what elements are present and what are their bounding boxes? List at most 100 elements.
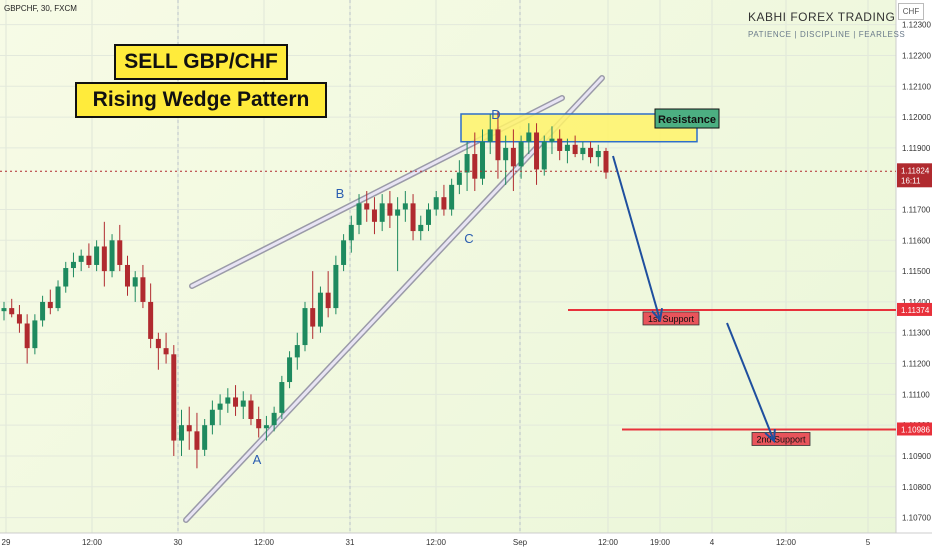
candle: [387, 191, 393, 228]
candle-body: [233, 397, 239, 407]
candle: [549, 126, 555, 155]
brand-name: KABHI FOREX TRADING: [748, 10, 896, 24]
candle-body: [410, 203, 416, 232]
candle-body: [364, 203, 370, 210]
y-tick-label: 1.12100: [902, 82, 931, 91]
y-tick-label: 1.12000: [902, 113, 931, 122]
x-tick-label: 31: [346, 538, 355, 547]
x-tick-label: 12:00: [426, 538, 447, 547]
candle: [395, 197, 401, 272]
y-tick-label: 1.10900: [902, 452, 931, 461]
symbol-header: GBPCHF, 30, FXCM: [4, 4, 77, 13]
candle-body: [209, 409, 215, 426]
brand-tagline: PATIENCE | DISCIPLINE | FEARLESS: [748, 30, 906, 39]
candle: [518, 135, 524, 179]
y-tick-label: 1.11300: [902, 329, 931, 338]
candle-body: [503, 147, 509, 161]
y-tick-label: 1.11600: [902, 236, 931, 245]
candle: [364, 191, 370, 222]
candle-body: [302, 308, 308, 346]
candle-body: [186, 425, 192, 432]
candle-body: [40, 301, 46, 321]
candle: [117, 224, 123, 272]
candle-body: [32, 320, 38, 349]
candle: [441, 184, 447, 216]
candle-body: [526, 132, 532, 142]
candle-body: [78, 255, 84, 262]
candle: [487, 113, 493, 155]
candle-body: [557, 138, 563, 151]
candle: [472, 132, 478, 192]
candle: [317, 286, 323, 333]
candle-body: [402, 203, 408, 210]
candle-body: [132, 277, 138, 287]
candle-body: [279, 382, 285, 413]
candle: [263, 415, 269, 441]
candle: [171, 345, 177, 456]
candle-body: [464, 154, 470, 173]
candle-body: [63, 268, 69, 287]
countdown-timer: 16:11: [901, 176, 921, 185]
candle-body: [603, 150, 609, 173]
current-price-value: 1.11824: [901, 166, 930, 175]
candle: [148, 283, 154, 349]
candle-body: [379, 203, 385, 222]
y-tick-label: 1.11900: [902, 144, 931, 153]
candle: [70, 252, 76, 278]
candle-body: [564, 144, 570, 151]
y-tick-label: 1.12200: [902, 51, 931, 60]
candle-body: [86, 255, 92, 265]
candle: [371, 197, 377, 235]
candle-body: [225, 397, 231, 404]
support-2-price-tag: [897, 422, 932, 436]
candle-body: [140, 277, 146, 302]
candle: [534, 123, 540, 185]
candle: [557, 129, 563, 161]
pivot-label-C: C: [464, 231, 473, 246]
y-tick-label: 1.10800: [902, 483, 931, 492]
candle-body: [341, 240, 347, 265]
candle: [302, 301, 308, 352]
candle: [279, 375, 285, 420]
candle: [132, 271, 138, 302]
title-sell: SELL GBP/CHF: [114, 44, 288, 80]
candle: [310, 271, 316, 339]
x-tick-label: Sep: [513, 538, 528, 547]
candle: [510, 129, 516, 192]
projection-arrow-2: [726, 322, 776, 444]
candle-body: [9, 308, 15, 315]
currency-button[interactable]: CHF: [898, 3, 924, 20]
candle-body: [418, 224, 424, 232]
candle-body: [248, 400, 254, 420]
candle: [78, 249, 84, 272]
candle: [456, 160, 462, 195]
candle-body: [510, 147, 516, 167]
candle: [1, 301, 7, 321]
candle: [294, 332, 300, 370]
candle: [40, 295, 46, 327]
candle: [163, 332, 169, 364]
x-tick-label: 12:00: [598, 538, 619, 547]
candle: [526, 123, 532, 155]
pivot-label-A: A: [253, 452, 262, 467]
x-tick-label: 12:00: [82, 538, 103, 547]
candle: [240, 391, 246, 420]
candle-body: [348, 224, 354, 241]
candle-body: [171, 354, 177, 441]
candle: [379, 194, 385, 232]
candle: [271, 406, 277, 432]
candle-body: [480, 141, 486, 179]
candle-body: [263, 425, 269, 429]
candle: [464, 141, 470, 192]
candle: [595, 144, 601, 167]
candle: [503, 135, 509, 185]
candle-body: [194, 431, 200, 450]
candle: [63, 261, 69, 293]
candle-body: [217, 403, 223, 410]
support-1-price: 1.11374: [901, 306, 930, 315]
candle-body: [541, 141, 547, 170]
candle: [433, 191, 439, 216]
candle: [248, 394, 254, 426]
candle: [325, 271, 331, 318]
